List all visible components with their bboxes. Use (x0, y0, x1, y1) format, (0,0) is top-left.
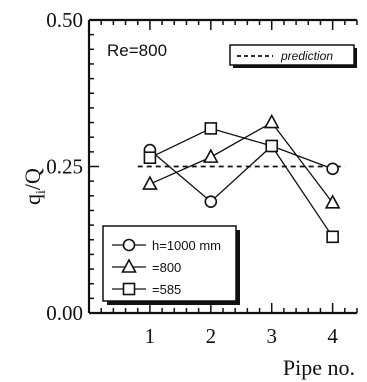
prediction-legend-label: prediction (280, 49, 333, 63)
prediction-legend: prediction (229, 44, 357, 68)
triangle-marker (202, 148, 219, 163)
series-legend: h=1000 mm =800 =585 (102, 225, 240, 305)
triangle-marker (263, 113, 280, 129)
legend-circle-marker (122, 238, 136, 252)
y-tick-label: 0.25 (46, 155, 83, 179)
series-line (149, 127, 334, 238)
square-marker (265, 139, 279, 153)
series-line (149, 121, 334, 204)
x-tick-label: 4 (327, 324, 338, 348)
square-marker (143, 151, 157, 165)
legend-triangle-marker (121, 258, 137, 273)
legend-label: =800 (152, 260, 181, 275)
axes: 0.00 0.25 0.50 1 2 3 4 (46, 8, 358, 348)
re-annotation: Re=800 (107, 41, 167, 60)
y-tick-label: 0.00 (46, 301, 83, 325)
legend-label: =585 (152, 282, 181, 297)
legend-label: h=1000 mm (152, 238, 221, 253)
series-group (142, 113, 341, 244)
x-axis-label: Pipe no. (283, 355, 355, 380)
square-marker (326, 230, 339, 244)
x-tick-label: 2 (206, 324, 217, 348)
y-axis-label: qi/Q (20, 168, 49, 205)
x-tick-label: 3 (266, 324, 277, 348)
series-square (143, 122, 339, 244)
y-tick-label: 0.50 (46, 8, 83, 32)
square-marker (204, 122, 218, 135)
circle-marker (326, 162, 339, 176)
triangle-marker (324, 194, 341, 209)
legend-square-marker (122, 282, 136, 296)
series-line (149, 145, 333, 203)
circle-marker (204, 195, 218, 208)
series-triangle (142, 113, 341, 209)
x-tick-label: 1 (145, 324, 156, 348)
triangle-marker (142, 175, 158, 190)
